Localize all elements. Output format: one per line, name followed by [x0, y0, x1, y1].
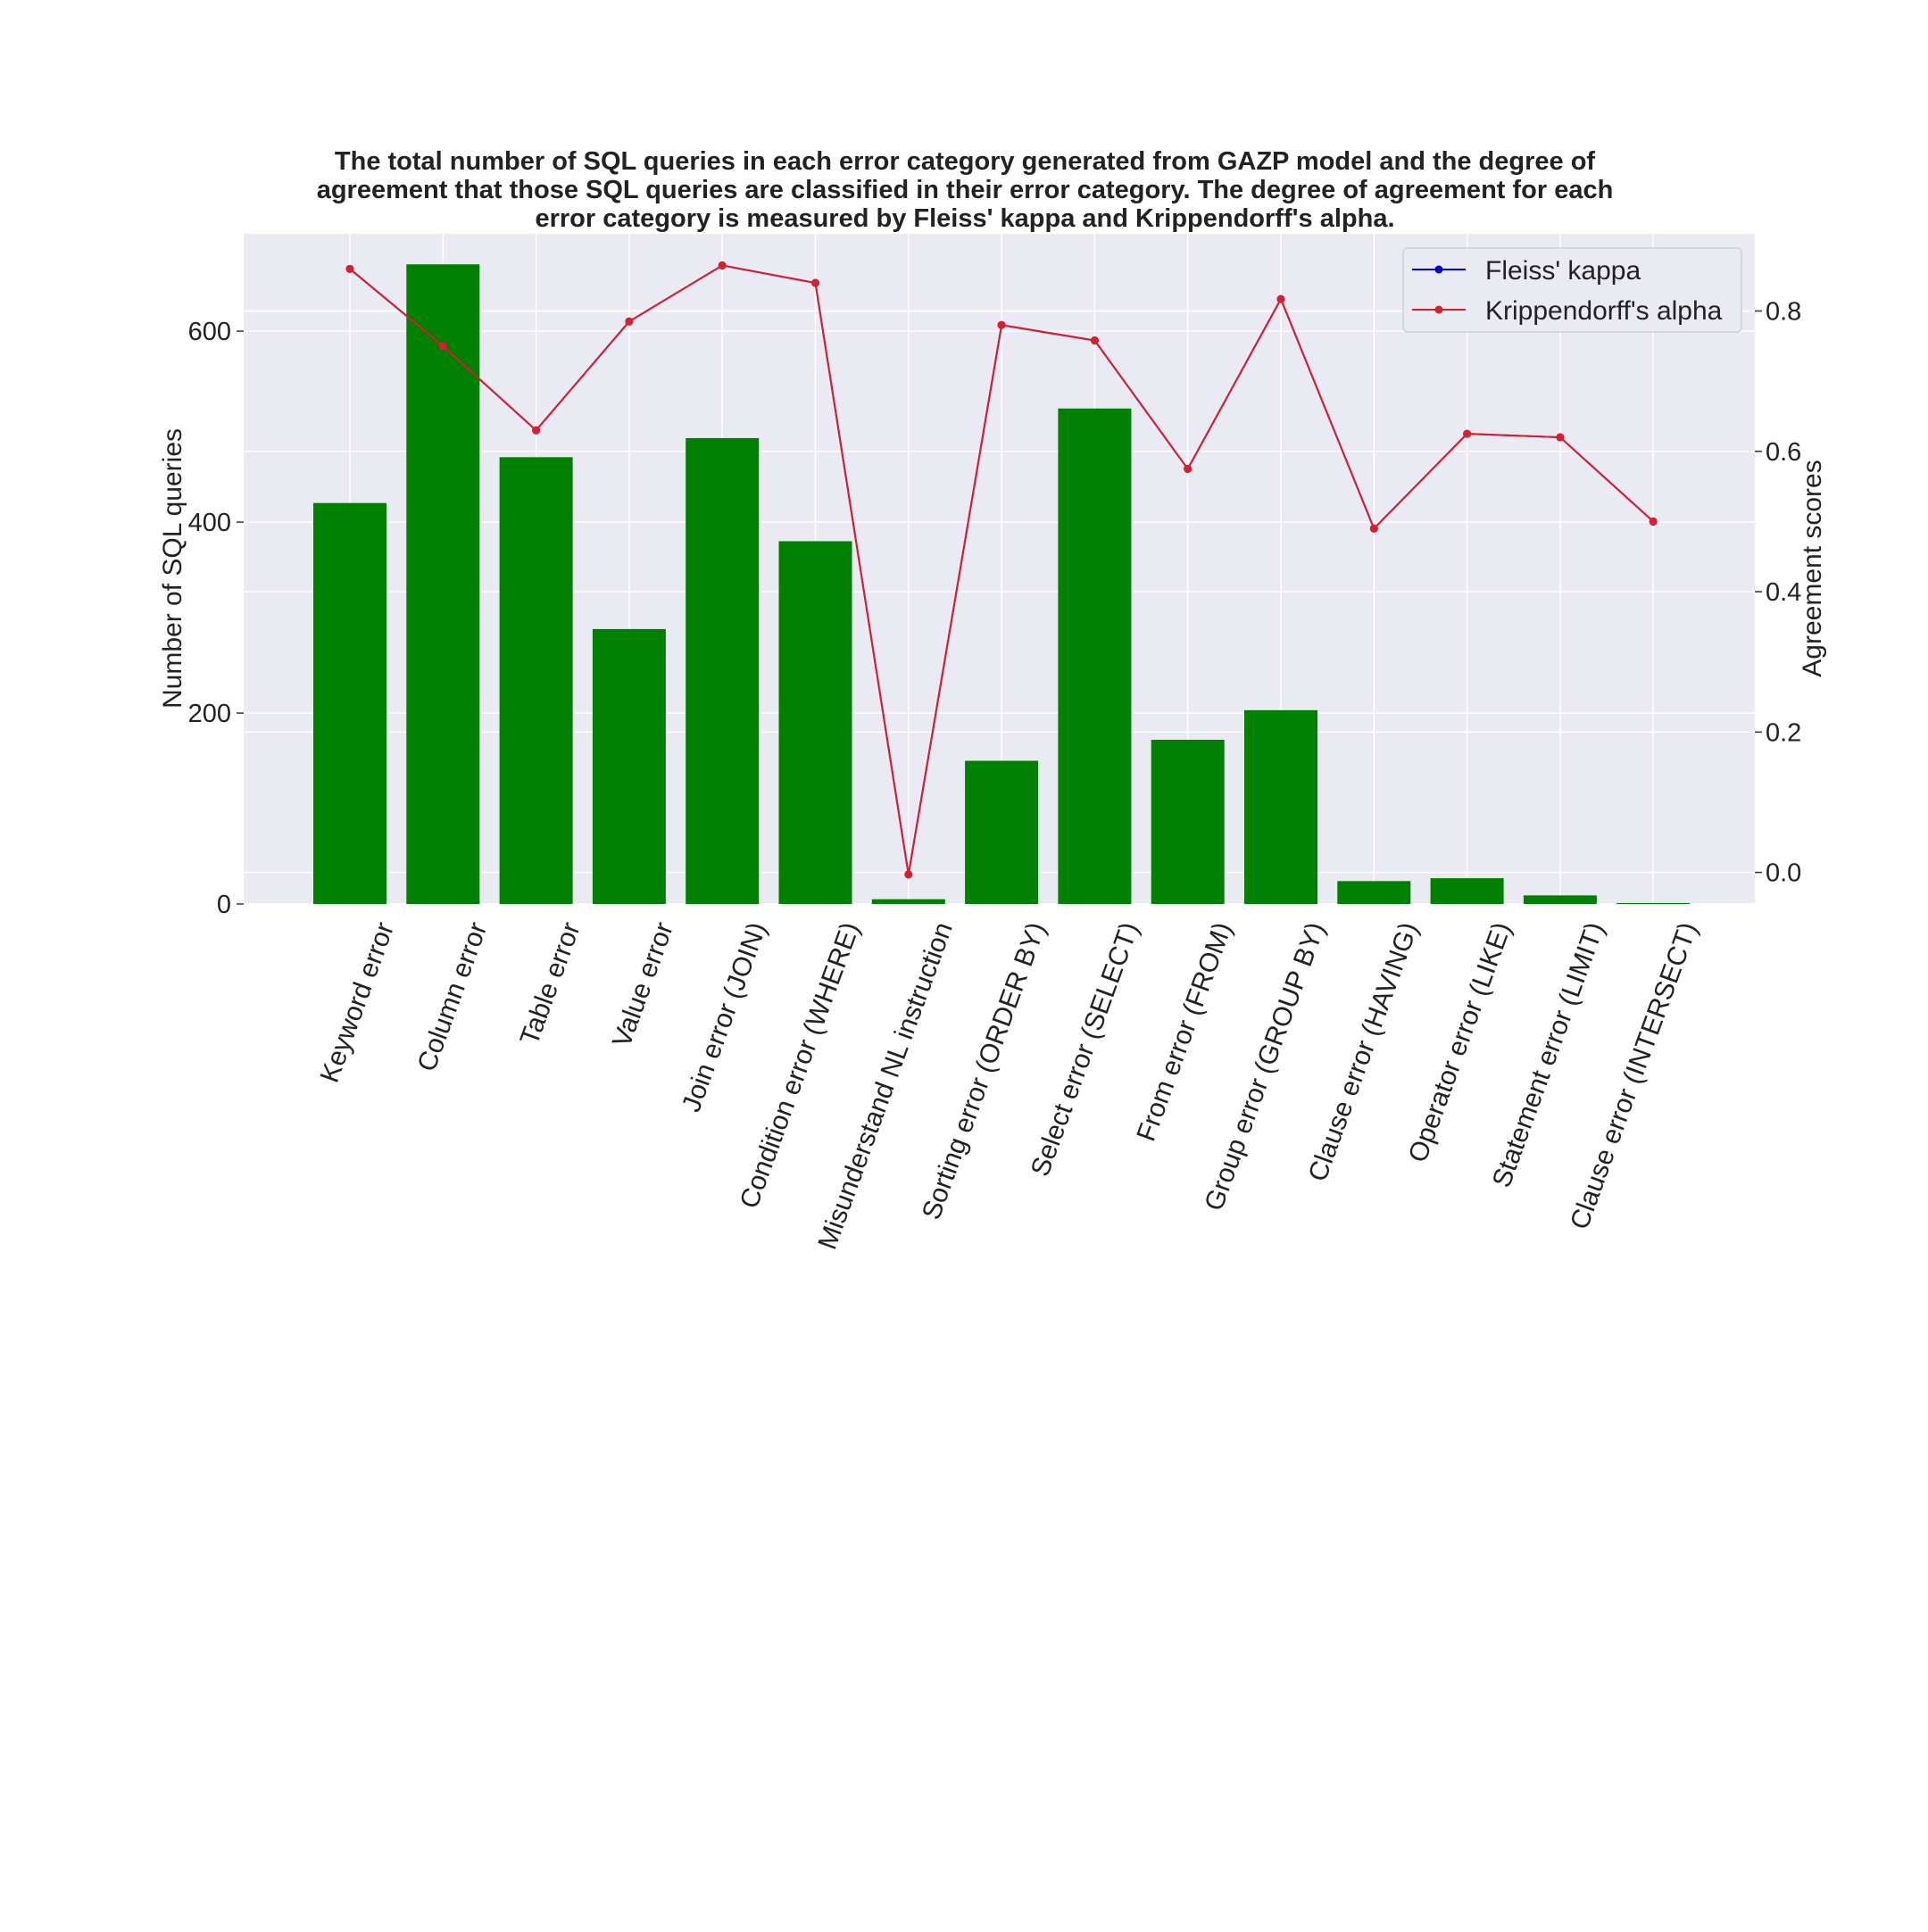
series-point	[1369, 524, 1378, 533]
bar	[965, 760, 1039, 904]
y-axis-ticks: 0 200 400 600	[188, 318, 244, 919]
legend: Fleiss' kappa Krippendorff's alpha	[1402, 247, 1742, 333]
bar	[592, 628, 666, 904]
x-tick-label: Table error	[515, 918, 586, 1049]
y2-tick-label: 0.8	[1766, 298, 1801, 327]
bar	[1616, 902, 1691, 904]
series-point	[904, 870, 913, 879]
series-point	[718, 261, 727, 269]
chart-title-line: agreement that those SQL queries are cla…	[317, 176, 1614, 204]
series-point	[1463, 429, 1472, 438]
legend-box	[1402, 247, 1742, 333]
x-tick-label: Value error	[607, 918, 679, 1051]
bar	[871, 899, 945, 904]
series-point	[532, 426, 541, 435]
series-point	[438, 342, 447, 351]
series-point	[1556, 433, 1565, 442]
bar	[1337, 881, 1411, 904]
y2-tick-label: 0.2	[1766, 718, 1801, 747]
series-point	[1090, 336, 1099, 345]
x-tick-label: Clause error (HAVING)	[1303, 918, 1425, 1185]
bar	[1058, 408, 1132, 904]
series-point	[1276, 294, 1285, 303]
x-tick-label: Operator error (LIKE)	[1403, 918, 1517, 1166]
chart-title: The total number of SQL queries in each …	[317, 147, 1614, 233]
x-tick-label: Keyword error	[315, 918, 400, 1086]
series-point	[811, 278, 819, 287]
y2-tick-label: 0.4	[1766, 578, 1801, 607]
y-tick-label: 200	[188, 700, 231, 728]
x-axis-ticks: Keyword error Column error Table error Valu…	[315, 918, 1704, 1253]
series-point	[1649, 517, 1658, 526]
y-axis-label: Number of SQL queries	[158, 428, 187, 709]
bar	[1244, 709, 1317, 904]
bar	[778, 541, 852, 904]
y2-tick-label: 0.6	[1766, 438, 1801, 467]
series-point	[345, 264, 354, 273]
bar	[686, 437, 760, 904]
y-tick-label: 400	[188, 509, 231, 537]
series-point	[997, 320, 1006, 329]
series-lines	[345, 261, 1658, 879]
bar	[1523, 895, 1597, 904]
y2-axis-ticks: 0.0 0.2 0.4 0.6 0.8	[1755, 298, 1801, 888]
x-tick-label: Select error (SELECT)	[1026, 918, 1145, 1180]
y-tick-label: 600	[188, 318, 231, 346]
bar	[406, 264, 480, 904]
x-tick-label: Column error	[412, 918, 494, 1075]
bar	[313, 502, 386, 904]
bar	[1151, 739, 1225, 904]
legend-entry: Fleiss' kappa	[1485, 256, 1641, 286]
legend-entry: Krippendorff's alpha	[1485, 296, 1723, 326]
bar	[499, 457, 573, 904]
legend-marker	[1434, 305, 1443, 314]
y-tick-label: 0	[217, 891, 231, 919]
x-tick-label: From error (FROM)	[1131, 918, 1237, 1145]
y2-axis-label: Agreement scores	[1798, 460, 1827, 676]
x-tick-label: Join error (JOIN)	[677, 918, 772, 1115]
y2-tick-label: 0.0	[1766, 859, 1801, 888]
legend-marker	[1434, 265, 1443, 274]
series-point	[1184, 464, 1193, 473]
bar	[1430, 878, 1504, 904]
bars	[313, 264, 1691, 904]
series-point	[625, 317, 634, 326]
chart-title-line: The total number of SQL queries in each …	[335, 147, 1596, 176]
chart-title-line: error category is measured by Fleiss' ka…	[535, 204, 1394, 233]
